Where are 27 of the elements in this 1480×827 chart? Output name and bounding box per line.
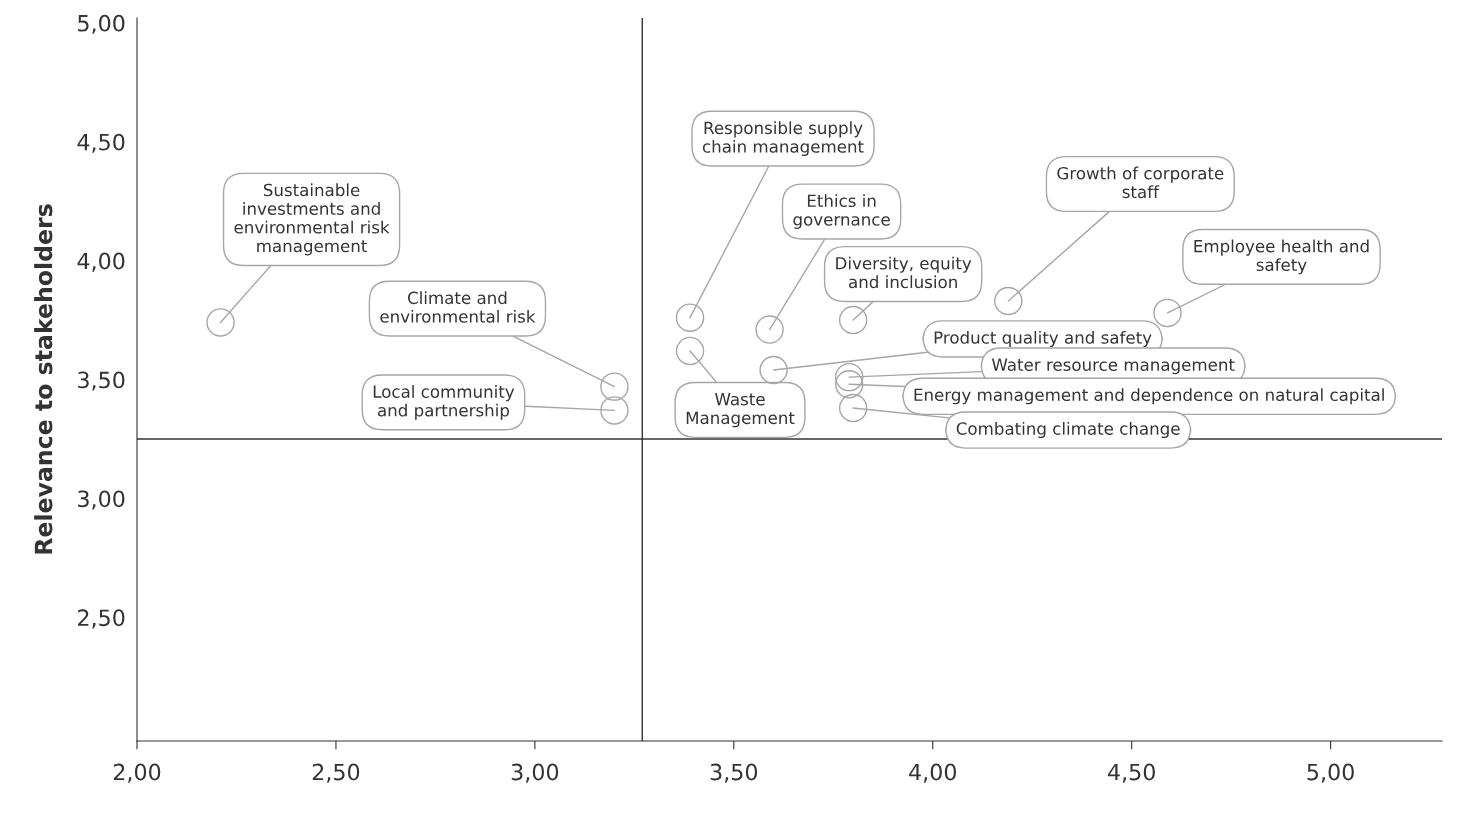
- annotation: Diversity, equity and inclusion: [836, 256, 972, 289]
- y-tick-label: 4,50: [77, 133, 125, 153]
- annotation: Water resource management: [991, 358, 1235, 375]
- x-tick-label: 2,50: [312, 763, 360, 783]
- x-tick-label: 4,50: [1108, 763, 1155, 783]
- y-axis-title: Relevance to stakeholders: [34, 204, 53, 554]
- y-tick-label: 4,00: [77, 252, 125, 272]
- annotation: Employee health and safety: [1194, 239, 1369, 275]
- annotation: Waste Management: [686, 393, 795, 428]
- annotation: Ethics in governance: [793, 194, 890, 229]
- x-tick-label: 5,00: [1307, 763, 1354, 783]
- annotation: Responsible supply chain management: [702, 121, 864, 157]
- y-tick-label: 3,50: [78, 371, 125, 391]
- annotation: Sustainable investments and environmental risk management: [234, 183, 390, 256]
- annotation: Product quality and safety: [934, 330, 1152, 348]
- annotation: Combating climate change: [956, 421, 1180, 439]
- x-tick-label: 4,00: [909, 763, 956, 783]
- y-tick-label: 5,00: [78, 14, 125, 34]
- x-tick-label: 3,50: [710, 763, 758, 783]
- x-tick-label: 3,00: [511, 763, 559, 783]
- y-tick-label: 2,50: [78, 609, 125, 629]
- annotation: Energy management and dependence on natural capital: [914, 388, 1384, 405]
- annotation: Local community and partnership: [373, 385, 515, 420]
- annotation: Climate and environmental risk: [380, 291, 536, 323]
- y-tick-label: 3,00: [78, 490, 125, 510]
- annotation: Growth of corporate staff: [1057, 166, 1224, 199]
- x-tick-label: 2,00: [113, 763, 161, 783]
